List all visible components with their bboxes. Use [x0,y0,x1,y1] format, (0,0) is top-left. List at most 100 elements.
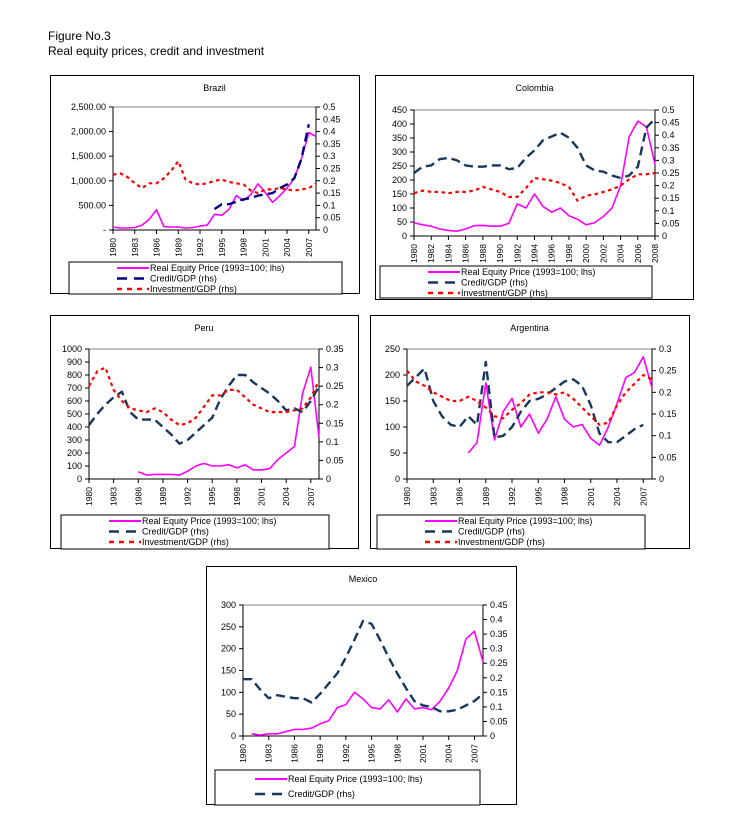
left-tick-label: 1000 [62,344,82,354]
right-tick-label: 0.45 [490,600,508,610]
right-tick-label: 0.25 [323,164,341,174]
x-tick-label: 2001 [418,744,428,763]
left-tick-label: 250 [221,622,236,632]
left-tick-label: 600 [67,396,82,406]
x-tick-label: 1995 [217,238,227,257]
x-tick-label: 1998 [239,238,249,257]
x-tick-label: 1988 [478,244,488,263]
right-tick-label: 0.05 [326,455,344,465]
x-tick-label: 1989 [173,238,183,257]
right-tick-label: 0.3 [490,644,503,654]
x-tick-label: 2001 [257,487,267,506]
x-tick-label: 1982 [426,244,436,263]
right-tick-label: 0.2 [490,673,503,683]
x-tick-label: 1983 [264,744,274,763]
legend-label-credit: Credit/GDP (rhs) [150,274,217,284]
x-tick-label: 1995 [533,487,543,506]
left-tick-label: 100 [392,203,407,213]
series-line-equity [413,120,656,232]
right-tick-label: 0.15 [323,188,341,198]
x-tick-label: 2004 [612,487,622,506]
x-tick-label: 2007 [469,744,479,763]
x-tick-label: 1980 [402,487,412,506]
chart-title: Peru [194,323,213,333]
x-tick-label: 1998 [564,244,574,263]
x-tick-label: 2001 [586,487,596,506]
left-tick-label: 400 [392,119,407,129]
x-tick-label: 1990 [495,244,505,263]
legend-label-investment: Investment/GDP (rhs) [142,537,229,547]
x-tick-label: 2004 [616,244,626,263]
legend-label-equity: Real Equity Price (1993=100; lhs) [461,267,595,277]
right-tick-label: 0.1 [490,702,503,712]
x-tick-label: 1986 [289,744,299,763]
legend-label-credit: Credit/GDP (rhs) [142,527,209,537]
left-tick-label: 400 [67,422,82,432]
right-tick-label: 0.05 [662,218,680,228]
legend-label-investment: Investment/GDP (rhs) [150,284,237,294]
x-tick-label: 1989 [481,487,491,506]
x-tick-label: 1992 [183,487,193,506]
chart-title: Colombia [515,83,553,93]
x-tick-label: 2006 [633,244,643,263]
right-tick-label: 0.3 [323,151,336,161]
right-tick-label: 0.45 [662,118,680,128]
x-tick-label: 1986 [152,238,162,257]
x-tick-label: 2008 [650,244,660,263]
left-tick-label: 200 [392,175,407,185]
chart-svg-mexico: Mexico 0 50 100 150 200 250 300 0 0.05 0.1 0.15 0.2 0… [214,574,508,806]
right-tick-label: 0.35 [490,629,508,639]
right-tick-label: 0.1 [323,200,336,210]
x-tick-label: 1992 [507,487,517,506]
right-tick-label: 0.5 [323,102,336,112]
right-tick-label: 0.15 [662,193,680,203]
right-tick-label: 0.4 [490,615,503,625]
right-tick-label: 0.25 [659,366,677,376]
legend-label-credit: Credit/GDP (rhs) [461,278,528,288]
right-tick-label: 0.05 [323,213,341,223]
left-tick-label: 300 [67,435,82,445]
left-tick-label: 200 [221,644,236,654]
series-line-equity [112,131,317,229]
chart-svg-brazil: Brazil - 500.00 1,000.00 1,500.00 2,000.00 2,5… [68,83,343,295]
left-tick-label: 500 [67,409,82,419]
legend-box [214,769,481,806]
legend-label-equity: Real Equity Price (1993=100; lhs) [458,516,592,526]
x-tick-label: 2004 [444,744,454,763]
series-line-credit [243,619,484,713]
series-line-credit [406,360,644,444]
left-tick-label: 50 [226,709,236,719]
x-tick-label: 2007 [638,487,648,506]
left-tick-label: 100 [221,687,236,697]
legend-label-investment: Investment/GDP (rhs) [461,288,548,298]
x-tick-label: 1980 [108,238,118,257]
x-tick-label: 1992 [341,744,351,763]
right-tick-label: 0.25 [326,381,344,391]
legend-box [379,265,653,299]
x-tick-label: 2000 [581,244,591,263]
right-tick-label: 0.4 [662,130,675,140]
series-line-equity [251,630,484,736]
right-tick-label: 0.05 [659,452,677,462]
x-tick-label: 1998 [392,744,402,763]
right-tick-label: 0.15 [326,418,344,428]
x-tick-label: 1994 [530,244,540,263]
right-tick-label: 0.2 [323,176,336,186]
right-tick-label: 0.3 [662,155,675,165]
left-tick-label: 0 [77,474,82,484]
left-tick-label: 350 [392,133,407,143]
right-tick-label: 0.2 [326,400,339,410]
right-tick-label: 0.3 [326,363,339,373]
chart-panel-argentina: Argentina 0 50 100 150 200 250 0 0.05 0.1 0.15 0.2 0… [370,315,690,550]
chart-svg-peru: Peru 0 100 200 300 400 500 600 700 800 900 1000 0 0.0… [60,323,344,550]
right-tick-label: 0.5 [662,105,675,115]
left-tick-label: 900 [67,357,82,367]
x-tick-label: 1980 [409,244,419,263]
legend-label-equity: Real Equity Price (1993=100; lhs) [288,774,422,784]
left-tick-label: 0 [231,731,236,741]
x-tick-label: 1995 [207,487,217,506]
left-tick-label: 50 [390,448,400,458]
x-tick-label: 1986 [455,487,465,506]
chart-panel-peru: Peru 0 100 200 300 400 500 600 700 800 900 1000 0 0.0… [50,315,359,550]
legend-label-equity: Real Equity Price (1993=100; lhs) [150,263,284,273]
